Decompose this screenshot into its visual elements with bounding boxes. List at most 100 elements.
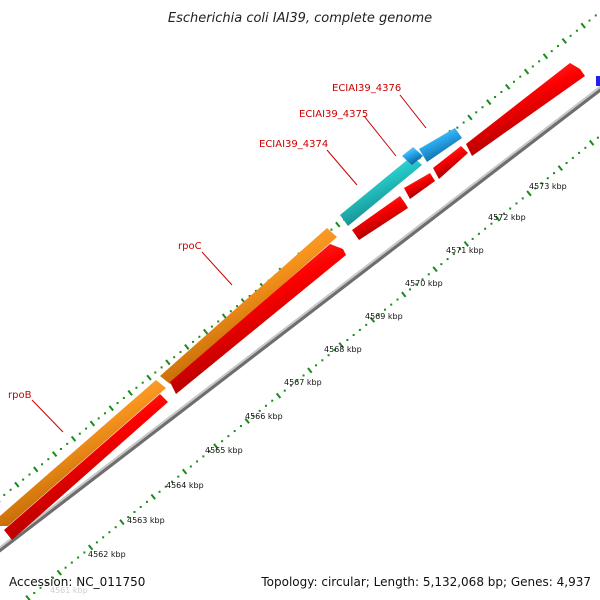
cds-segment[interactable] — [352, 196, 408, 240]
gene-eciai39-4374[interactable] — [340, 156, 422, 226]
tick-label: 4566 kbp — [245, 412, 283, 421]
ruler-tick — [580, 22, 586, 29]
ruler-dot — [500, 90, 503, 93]
ruler-dot — [390, 303, 393, 306]
ruler-dot — [456, 126, 459, 129]
ruler-tick — [369, 316, 376, 323]
ruler-dot — [221, 440, 224, 443]
ruler-dot — [333, 349, 336, 352]
ruler-dot — [133, 511, 136, 514]
ruler-dot — [594, 14, 597, 17]
ruler-dot — [290, 384, 293, 387]
ruler-dot — [254, 289, 257, 292]
ruler-dot — [557, 45, 560, 48]
ruler-dot — [85, 427, 88, 430]
tick-label: 4562 kbp — [88, 550, 126, 559]
ruler-dot — [490, 222, 493, 225]
ruler-tick — [89, 420, 96, 427]
ruler-dot — [139, 505, 142, 508]
gene-rpob[interactable] — [0, 380, 166, 526]
ruler-dot — [512, 80, 515, 83]
accession-text: Accession: NC_011750 — [9, 575, 145, 589]
ruler-dot — [321, 359, 324, 362]
ruler-tick — [51, 451, 58, 458]
ruler-dot — [210, 325, 213, 328]
ruler-tick — [184, 344, 190, 350]
ruler-dot — [95, 541, 98, 544]
ruler-dot — [158, 490, 161, 493]
ruler-dot — [315, 364, 318, 367]
ruler-dot — [596, 136, 599, 139]
ruler-tick — [202, 328, 209, 335]
ruler-dot — [283, 389, 286, 392]
ruler-dot — [192, 340, 195, 343]
ruler-dot — [258, 409, 261, 412]
gene-rpoc[interactable] — [160, 228, 337, 384]
ruler-dot — [45, 581, 48, 584]
ruler-dot — [494, 96, 497, 99]
ruler-tick — [87, 544, 94, 551]
genome-backbone — [0, 85, 600, 553]
ruler-dot — [28, 473, 31, 476]
tick-label: 4570 kbp — [405, 279, 443, 288]
ruler-dot — [160, 366, 163, 369]
cds-segment[interactable] — [433, 146, 468, 179]
tick-label: 4573 kbp — [529, 182, 567, 191]
ruler-dot — [52, 576, 55, 579]
ruler-dot — [103, 412, 106, 415]
cds-segment[interactable] — [404, 173, 435, 199]
ruler-tick — [486, 99, 492, 106]
ruler-dot — [302, 374, 305, 377]
gene-eciai39-4375[interactable] — [402, 147, 423, 165]
ruler-dot — [346, 339, 349, 342]
ruler-dot — [515, 202, 518, 205]
ruler-dot — [116, 402, 119, 405]
ruler-dot — [179, 351, 182, 354]
ruler-dot — [475, 111, 478, 114]
ruler-dot — [127, 516, 130, 519]
ruler-dot — [421, 278, 424, 281]
inner-ruler-ticks — [25, 139, 595, 600]
ruler-dot — [519, 75, 522, 78]
ruler-dot — [534, 187, 537, 190]
ruler-dot — [39, 586, 42, 589]
ruler-tick — [165, 359, 171, 366]
ruler-dot — [584, 146, 587, 149]
ruler-dot — [553, 172, 556, 175]
tick-label: 4564 kbp — [166, 481, 204, 490]
ruler-dot — [409, 288, 412, 291]
cds-segment[interactable] — [170, 244, 346, 394]
ruler-dot — [383, 308, 386, 311]
ruler-dot — [102, 536, 105, 539]
ruler-dot — [122, 396, 125, 399]
ruler-dot — [66, 442, 69, 445]
ruler-dot — [154, 371, 157, 374]
ruler-dot — [97, 417, 100, 420]
ruler-tick — [557, 165, 563, 172]
ruler-tick — [181, 468, 188, 475]
ruler-dot — [565, 162, 568, 165]
cds-segment[interactable] — [4, 394, 168, 540]
ruler-dot — [171, 480, 174, 483]
gene-eciai39-4376[interactable] — [419, 128, 462, 162]
ruler-dot — [64, 566, 67, 569]
ruler-dot — [196, 460, 199, 463]
ruler-dot — [484, 227, 487, 230]
ruler-tick — [127, 389, 133, 396]
gene-label-rpob: rpoB — [8, 390, 32, 401]
ruler-tick — [119, 519, 125, 526]
ruler-dot — [3, 493, 6, 496]
ruler-dot — [588, 19, 591, 22]
ruler-tick — [335, 221, 341, 228]
ruler-dot — [248, 294, 251, 297]
ruler-dot — [271, 399, 274, 402]
gene-label-eciai39-4374: ECIAI39_4374 — [259, 139, 328, 150]
ruler-dot — [327, 354, 330, 357]
ruler-dot — [440, 263, 443, 266]
ruler-dot — [352, 333, 355, 336]
ruler-dot — [189, 465, 192, 468]
ruler-dot — [47, 458, 50, 461]
cds-segment[interactable] — [466, 63, 585, 156]
reverse-strand-genes — [4, 63, 585, 540]
ruler-dot — [83, 551, 86, 554]
